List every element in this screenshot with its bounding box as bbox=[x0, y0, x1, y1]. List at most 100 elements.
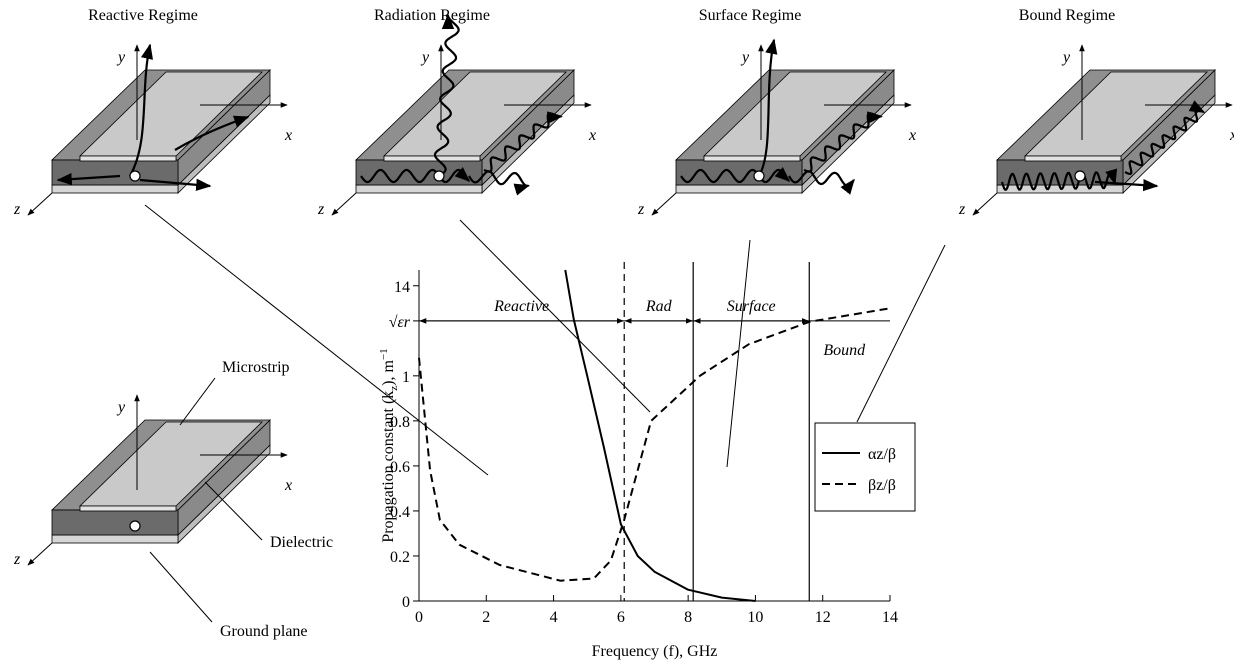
ground-front bbox=[51, 184, 179, 194]
axis-letter: z bbox=[958, 201, 966, 218]
feed-point bbox=[433, 170, 445, 182]
ground-front bbox=[355, 184, 483, 194]
leader-line bbox=[459, 219, 651, 413]
y-tick-label: √εr bbox=[389, 314, 411, 331]
x-tick-label: 4 bbox=[550, 609, 558, 626]
part-label: Dielectric bbox=[270, 534, 333, 551]
x-tick-label: 6 bbox=[617, 609, 625, 626]
leader-line bbox=[204, 481, 263, 541]
regime-title: Bound Regime bbox=[1019, 7, 1115, 24]
wave bbox=[468, 170, 530, 196]
wave bbox=[758, 38, 778, 177]
dielectric-front bbox=[996, 159, 1124, 186]
ground-front bbox=[675, 184, 803, 194]
strip-front bbox=[383, 155, 481, 162]
strip-front bbox=[1024, 155, 1122, 162]
microstrip-diagram: y x z bbox=[958, 44, 1234, 218]
x-axis-title: Frequency (f), GHz bbox=[592, 643, 718, 660]
microstrip-diagram: y x z bbox=[13, 43, 292, 218]
y-tick-label: 1 bbox=[402, 369, 410, 386]
y-tick-label: 0 bbox=[402, 594, 410, 611]
axis-letter: x bbox=[908, 127, 916, 144]
z-axis bbox=[27, 192, 53, 216]
axis-letter: z bbox=[637, 201, 645, 218]
axis-letter: y bbox=[1061, 49, 1071, 66]
y-tick-label: 0.4 bbox=[390, 504, 410, 521]
y-axis-title-part: Propagation constant (k bbox=[380, 391, 397, 543]
microstrip-diagram: y x z bbox=[317, 13, 596, 218]
axis-letter: y bbox=[420, 49, 430, 66]
x-tick-label: 8 bbox=[684, 609, 692, 626]
dielectric-front bbox=[51, 509, 179, 536]
regime-title: Surface Regime bbox=[699, 7, 802, 24]
wave bbox=[1000, 168, 1118, 191]
wave bbox=[788, 170, 855, 195]
x-tick-label: 0 bbox=[415, 609, 423, 626]
axis-letter: z bbox=[13, 201, 21, 218]
strip-front bbox=[79, 155, 177, 162]
y-tick-label: 0.6 bbox=[390, 459, 410, 476]
region-label: Bound bbox=[823, 342, 866, 359]
axis-letter: x bbox=[284, 127, 292, 144]
wave bbox=[174, 115, 250, 151]
microstrip-diagram: y x z bbox=[637, 38, 916, 218]
microstrip-diagram: y x z bbox=[13, 394, 292, 568]
strip-front bbox=[703, 155, 801, 162]
axis-letter: z bbox=[317, 201, 325, 218]
z-axis bbox=[651, 192, 677, 216]
y-tick-label: 0.2 bbox=[390, 549, 410, 566]
strip-front bbox=[79, 505, 177, 512]
z-axis bbox=[972, 192, 998, 216]
leader-line bbox=[149, 551, 213, 623]
legend-label: αz/β bbox=[868, 446, 896, 463]
regime-title: Radiation Regime bbox=[374, 7, 490, 24]
y-axis-title-part: z bbox=[388, 386, 400, 391]
axis-letter: x bbox=[284, 477, 292, 494]
region-label: Reactive bbox=[493, 298, 549, 315]
axis-letter: x bbox=[1229, 127, 1234, 144]
wave bbox=[680, 167, 791, 184]
y-axis-title-part: −1 bbox=[378, 348, 390, 360]
part-label: Microstrip bbox=[222, 359, 290, 376]
wave bbox=[1094, 178, 1159, 192]
leader-line bbox=[856, 244, 946, 423]
axis-letter: x bbox=[588, 127, 596, 144]
regime-title: Reactive Regime bbox=[88, 7, 198, 24]
x-tick-label: 14 bbox=[882, 609, 898, 626]
y-axis-title-part: ), m bbox=[380, 359, 397, 385]
leader-line bbox=[179, 377, 216, 426]
legend-label: βz/β bbox=[868, 477, 896, 494]
z-axis bbox=[27, 542, 53, 566]
wave bbox=[483, 111, 563, 173]
y-tick-label: 0.8 bbox=[390, 414, 410, 431]
axis-letter: y bbox=[740, 49, 750, 66]
wave bbox=[360, 167, 471, 184]
axis-letter: y bbox=[116, 49, 126, 66]
y-axis-title: Propagation constant (kz), m−1 bbox=[378, 348, 400, 542]
leader-line bbox=[144, 204, 489, 476]
z-axis bbox=[331, 192, 357, 216]
wave bbox=[129, 43, 154, 177]
region-label: Rad bbox=[645, 298, 673, 315]
wave bbox=[433, 13, 460, 177]
axis-letter: z bbox=[13, 551, 21, 568]
x-tick-label: 2 bbox=[482, 609, 490, 626]
legend-box bbox=[814, 422, 916, 512]
wave bbox=[56, 172, 121, 186]
ground-front bbox=[51, 534, 179, 544]
part-label: Ground plane bbox=[220, 623, 308, 640]
region-label: Surface bbox=[727, 298, 776, 315]
feed-point bbox=[129, 520, 141, 532]
leader-line bbox=[726, 239, 751, 468]
feed-point bbox=[129, 170, 141, 182]
wave bbox=[139, 178, 212, 191]
wave bbox=[803, 111, 883, 173]
data-line bbox=[564, 269, 756, 602]
x-tick-label: 10 bbox=[747, 609, 763, 626]
feed-point bbox=[753, 170, 765, 182]
x-tick-label: 12 bbox=[815, 609, 831, 626]
feed-point bbox=[1074, 170, 1086, 182]
axis-letter: y bbox=[116, 399, 126, 416]
y-tick-label: 14 bbox=[394, 279, 410, 296]
